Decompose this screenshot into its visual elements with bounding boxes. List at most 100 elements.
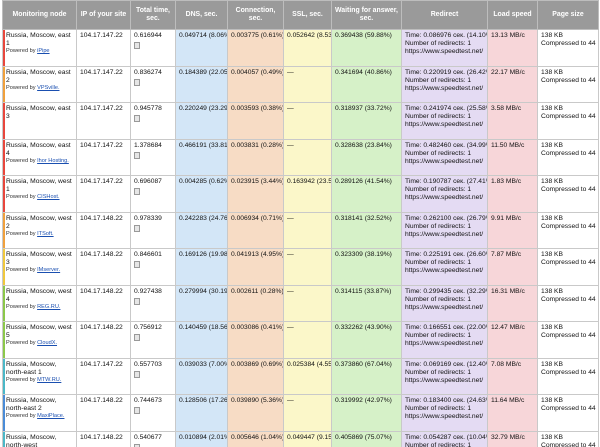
- ip-value: 104.17.148.22: [80, 214, 123, 222]
- header-total-time[interactable]: Total time, sec.: [130, 0, 176, 30]
- waiting-value: 0.332262 (43.90%): [335, 324, 392, 331]
- load-speed-value: 12.47 MB/c: [491, 324, 525, 331]
- connection-cell: 0.003831 (0.28%): [227, 138, 284, 176]
- header-connection[interactable]: Connection, sec.: [227, 0, 284, 30]
- total-time-value: 0.836274: [134, 68, 162, 76]
- connection-cell: 0.005646 (1.04%): [227, 430, 284, 447]
- page-size-compressed: Compressed to 44 KB (67%): [541, 405, 598, 413]
- waiting-value: 0.318141 (32.52%): [335, 214, 392, 222]
- provider-link[interactable]: CISHost.: [37, 194, 60, 201]
- page-size-value: 138 KB: [541, 360, 563, 368]
- ssl-cell: 0.049447 (9.15%): [283, 430, 332, 447]
- page-size-compressed: Compressed to 44 KB (67%): [541, 186, 598, 194]
- redirect-count: Number of redirects: 1: [405, 259, 472, 267]
- dns-value: 0.220249 (23.29%): [179, 105, 228, 112]
- provider-link[interactable]: MaxiPlace.: [37, 413, 65, 420]
- status-stripe: [3, 103, 5, 139]
- header-load-speed[interactable]: Load speed: [487, 0, 538, 30]
- redirect-time: Time: 0.086976 сек. (14.10%): [405, 32, 488, 39]
- provider-link[interactable]: IMserver.: [37, 267, 61, 274]
- header-redirect[interactable]: Redirect: [401, 0, 488, 30]
- page-size-value: 138 KB: [541, 141, 563, 149]
- ip-value: 104.17.148.22: [80, 324, 123, 331]
- total-time-bar: [134, 115, 140, 123]
- connection-cell: 0.039890 (5.36%): [227, 394, 284, 432]
- redirect-time: Time: 0.262100 сек. (26.79%): [405, 214, 488, 222]
- redirect-cell: Time: 0.299435 сек. (32.29%) Number of re…: [401, 284, 488, 322]
- page-size-compressed: Compressed to 44 KB (67%): [541, 295, 598, 303]
- powered-by: Powered by CloudX.: [6, 340, 73, 347]
- redirect-url: https://www.speedtest.net/: [405, 48, 484, 56]
- header-ssl[interactable]: SSL, sec.: [283, 0, 332, 30]
- load-speed-value: 22.17 MB/c: [491, 68, 525, 76]
- provider-link[interactable]: MTW.RU.: [37, 376, 62, 383]
- status-stripe: [3, 395, 5, 431]
- status-stripe: [3, 285, 5, 321]
- connection-cell: 0.003869 (0.69%): [227, 357, 284, 395]
- header-ip[interactable]: IP of your site: [76, 0, 131, 30]
- provider-link[interactable]: ITSoft.: [37, 230, 54, 237]
- waiting-cell: 0.323309 (38.19%): [331, 248, 402, 286]
- load-speed-cell: 13.13 MB/c: [487, 29, 538, 67]
- node-name: Russia, Moscow, west 3: [6, 251, 72, 267]
- provider-link[interactable]: REG.RU.: [37, 303, 61, 310]
- ip-cell: 104.17.147.22: [76, 175, 131, 213]
- powered-by-label: Powered by: [6, 157, 36, 164]
- redirect-url: https://www.speedtest.net/: [405, 267, 484, 275]
- monitoring-node-cell: Russia, Moscow, west 2 Powered by ITSoft.: [2, 211, 77, 249]
- page-size-value: 138 KB: [541, 324, 563, 331]
- provider-link[interactable]: CloudX.: [37, 340, 58, 347]
- provider-link[interactable]: VPSville.: [37, 84, 60, 91]
- load-speed-value: 16.31 MB/c: [491, 287, 525, 295]
- dns-value: 0.010894 (2.01%): [179, 433, 228, 441]
- total-time-cell: 0.927438: [130, 284, 176, 322]
- redirect-count: Number of redirects: 1: [405, 368, 472, 376]
- total-time-cell: 0.557703: [130, 357, 176, 395]
- powered-by-label: Powered by: [6, 376, 36, 383]
- total-time-bar: [134, 443, 140, 447]
- redirect-count: Number of redirects: 1: [405, 332, 472, 340]
- waiting-value: 0.373860 (67.04%): [335, 360, 392, 368]
- redirect-cell: Time: 0.482460 сек. (34.99%) Number of re…: [401, 138, 488, 176]
- ssl-cell: 0.025384 (4.55%): [283, 357, 332, 395]
- provider-link[interactable]: iPipe: [37, 48, 50, 55]
- page-size-compressed: Compressed to 44 KB (67%): [541, 149, 598, 157]
- ssl-cell: 0.163942 (23.55%): [283, 175, 332, 213]
- header-page-size[interactable]: Page size: [537, 0, 599, 30]
- load-speed-cell: 22.17 MB/c: [487, 65, 538, 103]
- ssl-value: —: [287, 141, 294, 149]
- redirect-url: https://www.speedtest.net/: [405, 230, 484, 238]
- ip-cell: 104.17.147.22: [76, 138, 131, 176]
- redirect-time: Time: 0.190787 сек. (27.41%): [405, 178, 488, 185]
- node-name: Russia, Moscow, east 3: [6, 105, 71, 121]
- ssl-value: —: [287, 287, 294, 295]
- table-body: Russia, Moscow, east 1 Powered by iPipe 10…: [2, 29, 599, 447]
- ip-value: 104.17.147.22: [80, 178, 123, 185]
- load-speed-cell: 12.47 MB/c: [487, 321, 538, 359]
- status-stripe: [3, 176, 5, 212]
- provider-link[interactable]: Ihor Hosting.: [37, 157, 69, 164]
- powered-by-label: Powered by: [6, 267, 36, 274]
- redirect-time: Time: 0.183400 сек. (24.63%): [405, 397, 488, 404]
- total-time-value: 0.540677: [134, 433, 162, 441]
- ssl-cell: —: [283, 65, 332, 103]
- header-waiting[interactable]: Waiting for answer, sec.: [331, 0, 402, 30]
- powered-by-label: Powered by: [6, 230, 36, 237]
- load-speed-cell: 9.91 MB/c: [487, 211, 538, 249]
- header-dns[interactable]: DNS, sec.: [175, 0, 228, 30]
- powered-by: Powered by REG.RU.: [6, 304, 73, 311]
- status-stripe: [3, 322, 5, 358]
- connection-value: 0.004057 (0.49%): [231, 68, 284, 76]
- header-monitoring-node[interactable]: Monitoring node: [2, 0, 77, 30]
- waiting-cell: 0.405869 (75.07%): [331, 430, 402, 447]
- load-speed-value: 7.08 MB/c: [491, 360, 522, 368]
- ssl-cell: —: [283, 138, 332, 176]
- page-size-value: 138 KB: [541, 251, 563, 258]
- node-name: Russia, Moscow, north-west: [6, 433, 57, 447]
- waiting-cell: 0.318141 (32.52%): [331, 211, 402, 249]
- page-size-compressed: Compressed to 44 KB (67%): [541, 332, 598, 340]
